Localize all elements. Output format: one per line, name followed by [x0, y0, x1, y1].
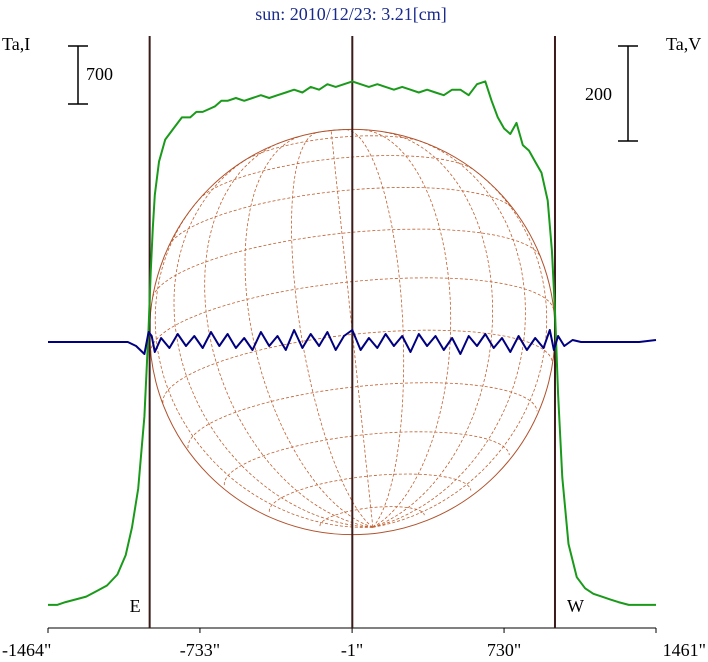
disk-grid-line [372, 140, 526, 528]
disk-grid-line [173, 159, 373, 528]
disk-grid-line [344, 129, 405, 528]
scale-bar-left-label: 700 [86, 64, 113, 84]
x-tick-label: -1464" [2, 640, 51, 660]
disk-grid-line [198, 155, 475, 200]
limb-label-east: E [130, 596, 141, 616]
intensity-series-line [48, 80, 656, 606]
series-group [48, 80, 657, 606]
scale-bar-left [68, 45, 88, 105]
disk-grid-line [243, 135, 424, 162]
disk-grid-line [319, 506, 425, 527]
x-tick-label: -733" [180, 640, 220, 660]
polarization-series-line [48, 329, 657, 355]
disk-grid-line [330, 130, 374, 528]
disk-grid-line [268, 473, 472, 512]
limb-label-west: W [567, 596, 584, 616]
x-tick-label: 730" [487, 640, 521, 660]
x-tick-label: 1461" [663, 640, 706, 660]
disk-grid-line [152, 228, 541, 297]
disk-grid-line [154, 199, 373, 528]
disk-grid-line [372, 169, 548, 528]
disk-grid-line [150, 277, 555, 354]
scale-bar-right [618, 45, 638, 142]
disk-grid-line [372, 131, 494, 528]
disk-grid-line [362, 129, 452, 528]
disk-grid-line [187, 382, 538, 448]
chart-title: sun: 2010/12/23: 3.21[cm] [255, 4, 447, 24]
scale-bar-right-label: 200 [585, 84, 612, 104]
x-ticks: -1464" -733" -1" 730" 1461" [2, 628, 706, 660]
y-left-label: Ta,I [2, 34, 30, 54]
y-right-label: Ta,V [666, 34, 701, 54]
x-tick-label: -1" [341, 640, 363, 660]
disk-grid-line [223, 431, 510, 486]
disk-grid-line [204, 142, 373, 528]
disk-grid-line [162, 329, 553, 403]
disk-grid-line [291, 131, 374, 528]
disk-grid-line [168, 186, 514, 246]
